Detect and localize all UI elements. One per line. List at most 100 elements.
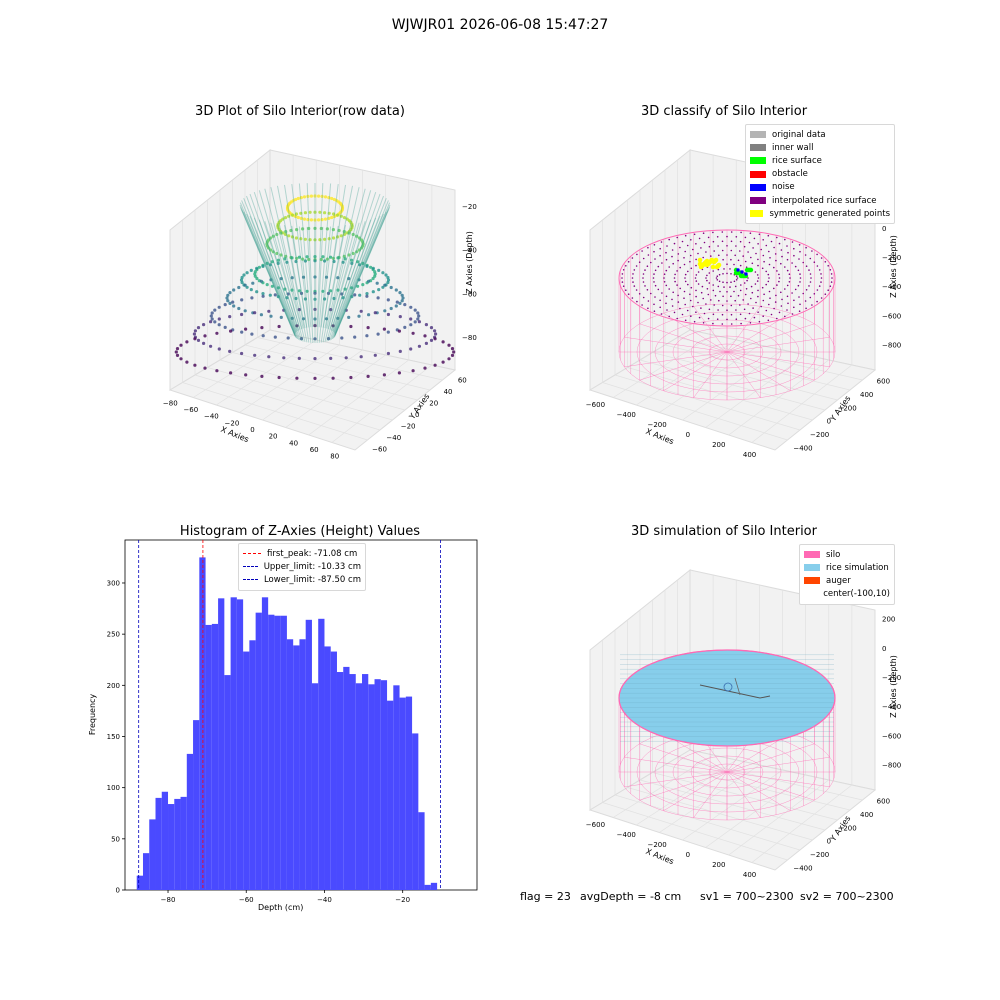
point [434, 332, 438, 336]
interpolated-point [723, 268, 725, 270]
interpolated-point [717, 285, 720, 288]
point [342, 232, 347, 236]
point [373, 353, 377, 357]
point [209, 344, 213, 348]
point [359, 309, 363, 313]
silo-top-rim [618, 229, 836, 327]
interpolated-point [647, 307, 649, 310]
point [309, 194, 313, 198]
interpolated-point [758, 320, 761, 323]
point [306, 218, 310, 222]
interpolated-point [757, 277, 760, 279]
interpolated-point [660, 241, 663, 243]
point [267, 355, 271, 359]
point [331, 256, 335, 260]
point [383, 283, 387, 287]
point [271, 250, 275, 254]
interpolated-point [770, 240, 773, 243]
interpolated-point [752, 307, 754, 309]
interpolated-point [652, 277, 655, 279]
point [395, 300, 399, 304]
interpolated-point [778, 277, 781, 279]
point [268, 263, 272, 267]
interpolated-point [687, 270, 689, 273]
interpolated-point [780, 249, 783, 251]
point [376, 296, 380, 300]
y-tick-label: 300 [107, 579, 120, 587]
interpolated-point [710, 299, 712, 301]
interpolated-point [690, 315, 692, 317]
point [386, 351, 390, 356]
point [345, 217, 349, 221]
interpolated-point [654, 296, 656, 298]
point [343, 257, 347, 261]
point [255, 276, 259, 281]
z-tick-label: −200 [882, 254, 901, 262]
point [239, 278, 244, 282]
point [273, 335, 277, 339]
depth-streak [243, 198, 297, 333]
interpolated-point [721, 313, 724, 316]
rice-surface-point [744, 267, 750, 273]
interpolated-point [719, 290, 721, 293]
interpolated-point [697, 283, 700, 285]
point [240, 351, 244, 356]
depth-streak [291, 184, 310, 328]
interpolated-point [750, 256, 752, 259]
figure-title: WJWJR01 2026-06-08 15:47:27 [391, 17, 609, 33]
interpolated-point [805, 265, 808, 267]
interpolated-point [707, 236, 710, 239]
interpolated-point [748, 312, 751, 315]
silo-floor-spoke [726, 771, 815, 801]
interpolated-point [805, 307, 807, 310]
legend-label: silo [826, 549, 841, 560]
y-tick-label: 400 [860, 391, 873, 399]
point [325, 227, 329, 231]
point [283, 257, 287, 261]
depth-streak [306, 183, 314, 328]
interpolated-point [683, 263, 686, 266]
interpolated-point [788, 281, 791, 283]
point [313, 218, 317, 222]
point [175, 353, 180, 357]
z-tick-label: −40 [462, 247, 477, 255]
legend-swatch [750, 210, 764, 218]
point [303, 211, 307, 215]
interpolated-point [730, 281, 732, 283]
interpolated-point [730, 231, 733, 233]
point [347, 253, 351, 257]
depth-streak [239, 204, 296, 336]
interpolated-point [653, 244, 656, 246]
y-tick-label: 400 [860, 811, 873, 819]
interpolated-point [739, 289, 742, 292]
point [285, 260, 289, 264]
depth-streak [291, 225, 310, 343]
interpolated-point [755, 252, 757, 255]
interpolated-point [661, 292, 663, 294]
interpolated-point [668, 315, 670, 318]
interpolated-point [729, 286, 731, 288]
histogram-bar [343, 666, 350, 890]
interpolated-point [679, 266, 681, 269]
histogram-bar [362, 674, 369, 890]
interpolated-point [700, 291, 703, 294]
interpolated-point [831, 277, 833, 279]
interpolated-point [781, 298, 783, 301]
x-tick-label: 60 [310, 446, 319, 454]
silo-floor-spoke [726, 771, 830, 788]
interpolated-point [694, 277, 697, 279]
point [409, 347, 413, 351]
interpolated-point [671, 249, 674, 251]
interpolated-point [827, 265, 829, 267]
point [324, 275, 329, 279]
point [342, 230, 346, 234]
silo-floor-spoke [639, 771, 728, 801]
point [279, 231, 283, 235]
depth-streak [270, 222, 304, 342]
grid-line [677, 337, 863, 381]
silo-floor-spoke [624, 336, 728, 353]
interpolated-point [739, 250, 741, 252]
interpolated-point [697, 271, 700, 273]
silo-floor-spoke [663, 771, 728, 812]
interpolated-point [786, 284, 789, 287]
